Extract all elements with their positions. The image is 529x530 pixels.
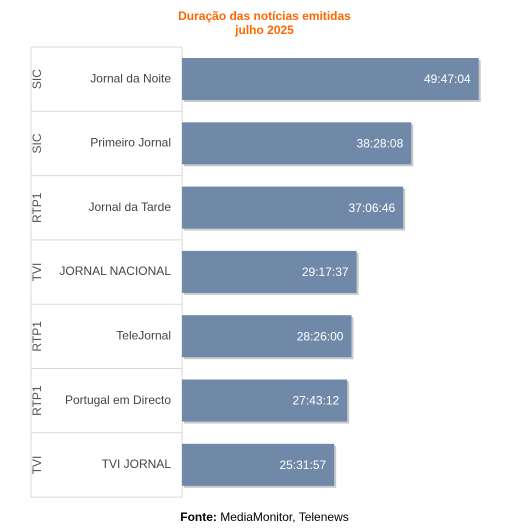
data-label: 38:28:08 — [357, 136, 404, 150]
source-label: Fonte: — [180, 510, 217, 524]
data-label: 25:31:57 — [279, 458, 326, 472]
data-label: 49:47:04 — [424, 72, 471, 86]
data-label: 29:17:37 — [302, 265, 349, 279]
program-label: TVI JORNAL — [102, 457, 172, 471]
channel-label: SIC — [30, 69, 44, 89]
data-label: 37:06:46 — [348, 201, 395, 215]
channel-label: TVI — [30, 263, 44, 282]
program-label: Jornal da Tarde — [89, 200, 172, 214]
channel-label: RTP1 — [30, 192, 44, 223]
channel-label: SIC — [30, 133, 44, 153]
program-label: Primeiro Jornal — [90, 136, 171, 150]
channel-label: TVI — [30, 456, 44, 475]
channel-label: RTP1 — [30, 321, 44, 352]
program-label: Jornal da Noite — [90, 71, 171, 85]
program-label: JORNAL NACIONAL — [59, 264, 171, 278]
bar — [182, 443, 335, 486]
chart-title-line-1: Duração das notícias emitidas — [178, 9, 351, 23]
bar — [182, 379, 348, 422]
chart-title-line-2: julho 2025 — [235, 23, 294, 37]
bar — [182, 186, 404, 229]
chart-title: Duração das notícias emitidas julho 2025 — [0, 9, 529, 37]
source-note: Fonte: MediaMonitor, Telenews — [0, 510, 529, 524]
bar — [182, 250, 357, 293]
channel-label: RTP1 — [30, 385, 44, 416]
program-label: TeleJornal — [116, 329, 171, 343]
data-label: 28:26:00 — [297, 329, 344, 343]
program-label: Portugal em Directo — [65, 393, 171, 407]
source-text: MediaMonitor, Telenews — [220, 510, 349, 524]
bar — [182, 58, 479, 100]
data-label: 27:43:12 — [292, 394, 339, 408]
bar — [182, 315, 352, 358]
bar — [182, 122, 412, 165]
